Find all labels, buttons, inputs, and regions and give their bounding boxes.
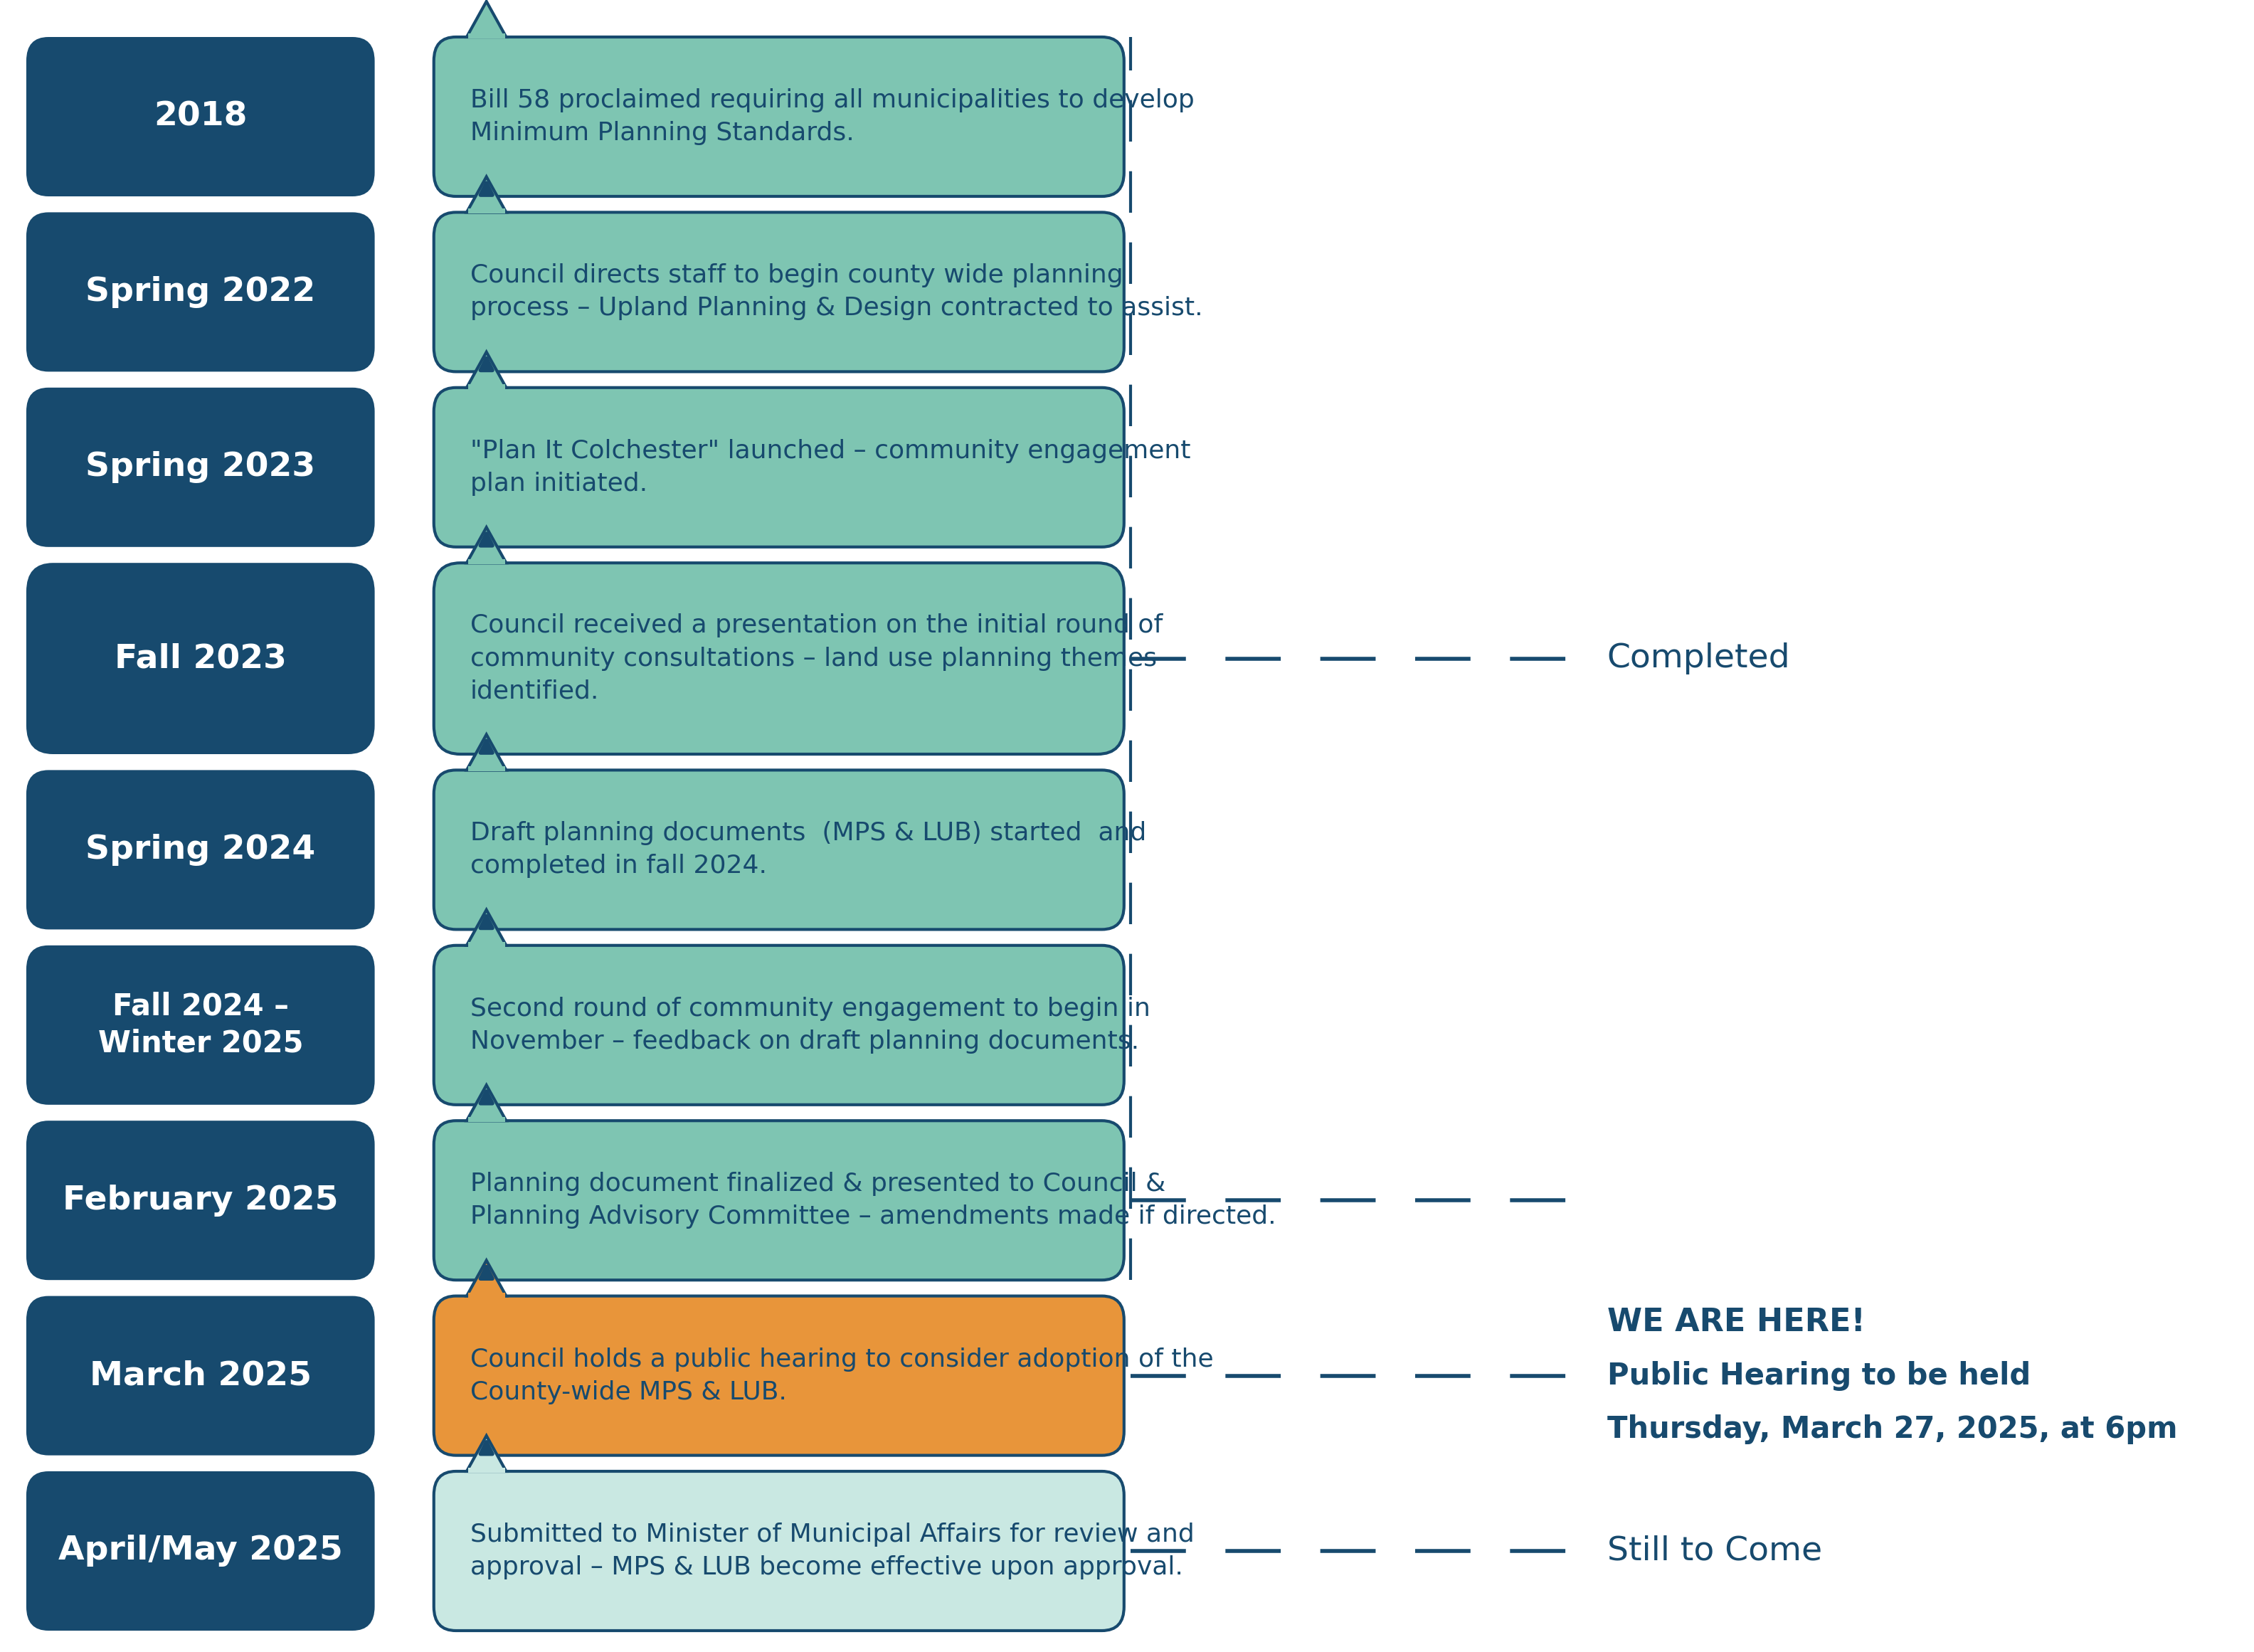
Text: March 2025: March 2025 [90, 1360, 311, 1391]
Polygon shape [467, 1436, 507, 1472]
Polygon shape [467, 735, 507, 770]
Text: Spring 2022: Spring 2022 [86, 276, 316, 307]
Text: Council received a presentation on the initial round of
community consultations : Council received a presentation on the i… [471, 613, 1163, 704]
Text: Second round of community engagement to begin in
November – feedback on draft pl: Second round of community engagement to … [471, 996, 1150, 1054]
Polygon shape [469, 1467, 505, 1472]
Polygon shape [469, 208, 505, 213]
FancyBboxPatch shape [433, 563, 1125, 755]
FancyBboxPatch shape [27, 388, 374, 547]
Polygon shape [467, 910, 507, 945]
Polygon shape [469, 942, 505, 947]
Text: Public Hearing to be held: Public Hearing to be held [1607, 1361, 2031, 1391]
FancyBboxPatch shape [27, 1295, 374, 1455]
FancyBboxPatch shape [27, 213, 374, 372]
FancyBboxPatch shape [433, 1295, 1125, 1455]
FancyBboxPatch shape [433, 388, 1125, 547]
Polygon shape [467, 2, 507, 36]
Polygon shape [467, 177, 507, 213]
Text: Spring 2024: Spring 2024 [86, 834, 316, 866]
Text: Planning document finalized & presented to Council &
Planning Advisory Committee: Planning document finalized & presented … [471, 1171, 1276, 1229]
Text: Completed: Completed [1607, 643, 1790, 674]
FancyBboxPatch shape [27, 945, 374, 1105]
FancyBboxPatch shape [433, 770, 1125, 930]
FancyBboxPatch shape [433, 213, 1125, 372]
Polygon shape [467, 527, 507, 563]
Text: Submitted to Minister of Municipal Affairs for review and
approval – MPS & LUB b: Submitted to Minister of Municipal Affai… [471, 1523, 1195, 1579]
Text: 2018: 2018 [153, 101, 248, 132]
Polygon shape [467, 1085, 507, 1120]
FancyBboxPatch shape [433, 1472, 1125, 1631]
Polygon shape [469, 1117, 505, 1122]
Polygon shape [469, 560, 505, 565]
FancyBboxPatch shape [433, 36, 1125, 197]
Polygon shape [469, 767, 505, 771]
Polygon shape [469, 383, 505, 388]
FancyBboxPatch shape [27, 770, 374, 930]
Text: Thursday, March 27, 2025, at 6pm: Thursday, March 27, 2025, at 6pm [1607, 1414, 2177, 1444]
FancyBboxPatch shape [27, 1120, 374, 1280]
Text: "Plan It Colchester" launched – community engagement
plan initiated.: "Plan It Colchester" launched – communit… [471, 439, 1190, 496]
Text: Council directs staff to begin county wide planning
process – Upland Planning & : Council directs staff to begin county wi… [471, 263, 1204, 320]
FancyBboxPatch shape [27, 36, 374, 197]
Text: Draft planning documents  (MPS & LUB) started  and
completed in fall 2024.: Draft planning documents (MPS & LUB) sta… [471, 821, 1145, 879]
Polygon shape [469, 33, 505, 38]
Polygon shape [467, 1260, 507, 1295]
Text: Fall 2023: Fall 2023 [115, 643, 286, 674]
Text: Fall 2024 –
Winter 2025: Fall 2024 – Winter 2025 [97, 991, 302, 1059]
Polygon shape [469, 1292, 505, 1297]
Text: February 2025: February 2025 [63, 1184, 338, 1216]
Text: WE ARE HERE!: WE ARE HERE! [1607, 1307, 1866, 1338]
Text: Still to Come: Still to Come [1607, 1535, 1821, 1568]
Text: April/May 2025: April/May 2025 [59, 1535, 343, 1568]
FancyBboxPatch shape [27, 563, 374, 755]
Polygon shape [467, 352, 507, 388]
Text: Spring 2023: Spring 2023 [86, 451, 316, 484]
Text: Council holds a public hearing to consider adoption of the
County-wide MPS & LUB: Council holds a public hearing to consid… [471, 1346, 1213, 1404]
FancyBboxPatch shape [433, 945, 1125, 1105]
FancyBboxPatch shape [433, 1120, 1125, 1280]
FancyBboxPatch shape [27, 1472, 374, 1631]
Text: Bill 58 proclaimed requiring all municipalities to develop
Minimum Planning Stan: Bill 58 proclaimed requiring all municip… [471, 88, 1195, 145]
